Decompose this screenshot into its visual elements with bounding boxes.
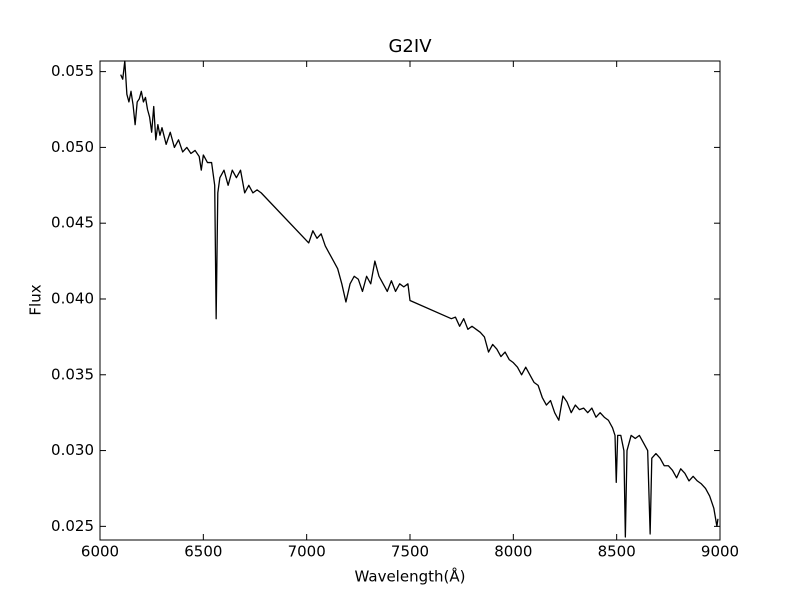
y-tick-label: 0.030: [51, 441, 94, 459]
y-tick-label: 0.040: [51, 289, 94, 307]
x-tick-label: 6000: [81, 543, 119, 561]
x-tick-label: 7000: [288, 543, 326, 561]
y-axis-label: Flux: [27, 284, 45, 315]
y-tick-label: 0.035: [51, 365, 94, 383]
spectrum-line: [120, 60, 719, 538]
x-tick-label: 9000: [701, 543, 739, 561]
x-tick-label: 6500: [184, 543, 222, 561]
plot-frame: [99, 60, 721, 541]
x-tick-label: 7500: [391, 543, 429, 561]
x-tick-label: 8500: [598, 543, 636, 561]
x-axis-label: Wavelength(Å): [355, 567, 466, 586]
x-tick-label: 8000: [494, 543, 532, 561]
y-tick-label: 0.025: [51, 517, 94, 535]
y-tick-label: 0.045: [51, 214, 94, 232]
y-tick-label: 0.050: [51, 138, 94, 156]
y-tick-label: 0.055: [51, 62, 94, 80]
chart-title: G2IV: [388, 36, 432, 57]
